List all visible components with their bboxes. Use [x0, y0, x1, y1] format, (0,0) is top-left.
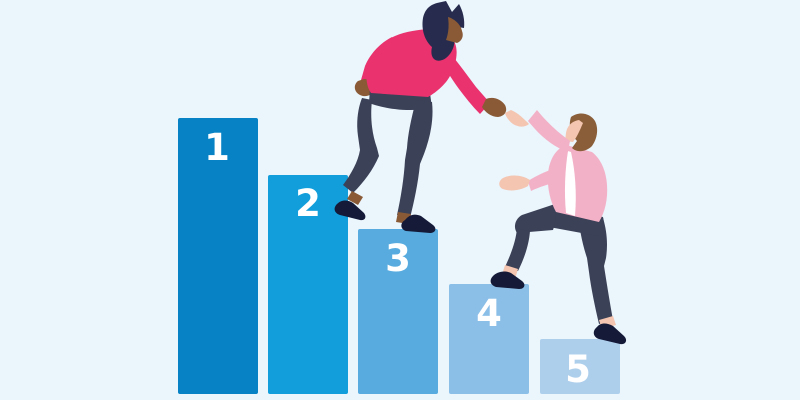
bar-2	[268, 175, 348, 394]
helper-front-leg	[397, 100, 433, 218]
helper-reaching-hand	[482, 97, 507, 117]
helper-front-shoe	[401, 214, 436, 233]
climber-back-leg	[578, 212, 613, 324]
helper-person	[334, 1, 507, 233]
climber-front-shin	[505, 228, 530, 271]
bar-label-5: 5	[565, 348, 591, 391]
helper-face	[446, 17, 463, 43]
bar-label-1: 1	[204, 126, 230, 169]
bar-4	[449, 284, 529, 394]
bar-label-4: 4	[476, 292, 502, 335]
helper-back-ankle	[347, 191, 363, 205]
bar-step-1: 1	[178, 118, 258, 394]
bar-step-2: 2	[268, 175, 348, 394]
climber-front-shoe	[490, 271, 525, 289]
bar-chart: 1 2 3 4 5	[178, 118, 620, 394]
helper-reaching-arm	[441, 52, 490, 114]
bar-step-5: 5	[540, 339, 620, 394]
climber-back-shoe	[593, 323, 627, 345]
bar-5	[540, 339, 620, 394]
bar-label-3: 3	[385, 237, 411, 280]
climber-upper-hand	[505, 110, 529, 127]
bar-1	[178, 118, 258, 394]
helper-back-shoe	[334, 200, 366, 221]
bar-step-4: 4	[449, 284, 529, 394]
climber-face	[565, 120, 583, 142]
climber-front-thigh	[514, 204, 556, 233]
climber-shirt	[564, 151, 576, 216]
climber-lower-arm	[528, 168, 558, 191]
climber-person	[490, 110, 627, 345]
climber-torso	[547, 145, 608, 222]
helper-hair	[422, 1, 465, 61]
helper-back-leg	[343, 98, 379, 193]
climber-upper-arm	[528, 110, 570, 152]
bar-label-2: 2	[295, 182, 321, 225]
bar-3	[358, 229, 438, 394]
bar-step-3: 3	[358, 229, 438, 394]
climber-lower-hand	[499, 175, 530, 191]
